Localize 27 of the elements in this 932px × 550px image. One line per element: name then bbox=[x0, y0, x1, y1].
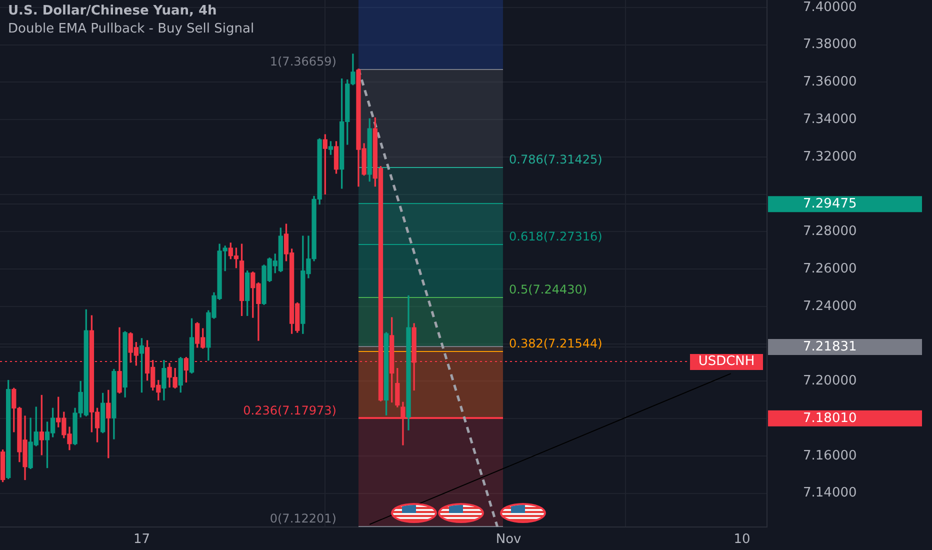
y-tick-label: 7.14000 bbox=[803, 486, 857, 501]
ref-line-label: 0.5(7.24430) bbox=[508, 282, 588, 296]
ref-line-label: 1(7.36659) bbox=[270, 54, 336, 68]
ref-line-label: 0.618(7.27316) bbox=[508, 230, 602, 244]
y-tick-label: 7.32000 bbox=[803, 149, 857, 164]
y-tick-label: 7.29475 bbox=[803, 196, 857, 212]
y-tick-label: 7.20000 bbox=[803, 374, 857, 389]
y-tick-label: 7.16000 bbox=[803, 448, 857, 464]
y-tick-label: 7.28000 bbox=[803, 224, 857, 240]
x-tick-label: 17 bbox=[133, 532, 150, 548]
y-tick-label: 7.21831 bbox=[803, 339, 857, 354]
y-tick-label: 7.38000 bbox=[803, 37, 857, 52]
y-tick-label: 7.26000 bbox=[803, 261, 857, 276]
ref-line-label: 0.236(7.17973) bbox=[243, 404, 336, 418]
y-tick-label: 7.36000 bbox=[803, 74, 857, 90]
y-tick-label: 7.34000 bbox=[803, 112, 857, 127]
y-tick-label: 7.18010 bbox=[803, 410, 857, 426]
ref-line-label: 0(7.12201) bbox=[270, 512, 336, 526]
y-tick-label: 7.40000 bbox=[803, 0, 857, 15]
y-tick-label: 7.24000 bbox=[803, 298, 857, 314]
x-tick-label: Nov bbox=[496, 532, 522, 548]
x-tick-label: 10 bbox=[734, 532, 750, 548]
price-tag: USDCNH bbox=[690, 354, 763, 370]
chart-title: U.S. Dollar/Chinese Yuan, 4h bbox=[8, 3, 217, 18]
ref-line-label: 0.382(7.21544) bbox=[508, 336, 602, 350]
ref-line-label: 0.786(7.31425) bbox=[508, 152, 602, 166]
text: Double EMA Pullback - Buy Sell Signal bbox=[8, 21, 254, 36]
